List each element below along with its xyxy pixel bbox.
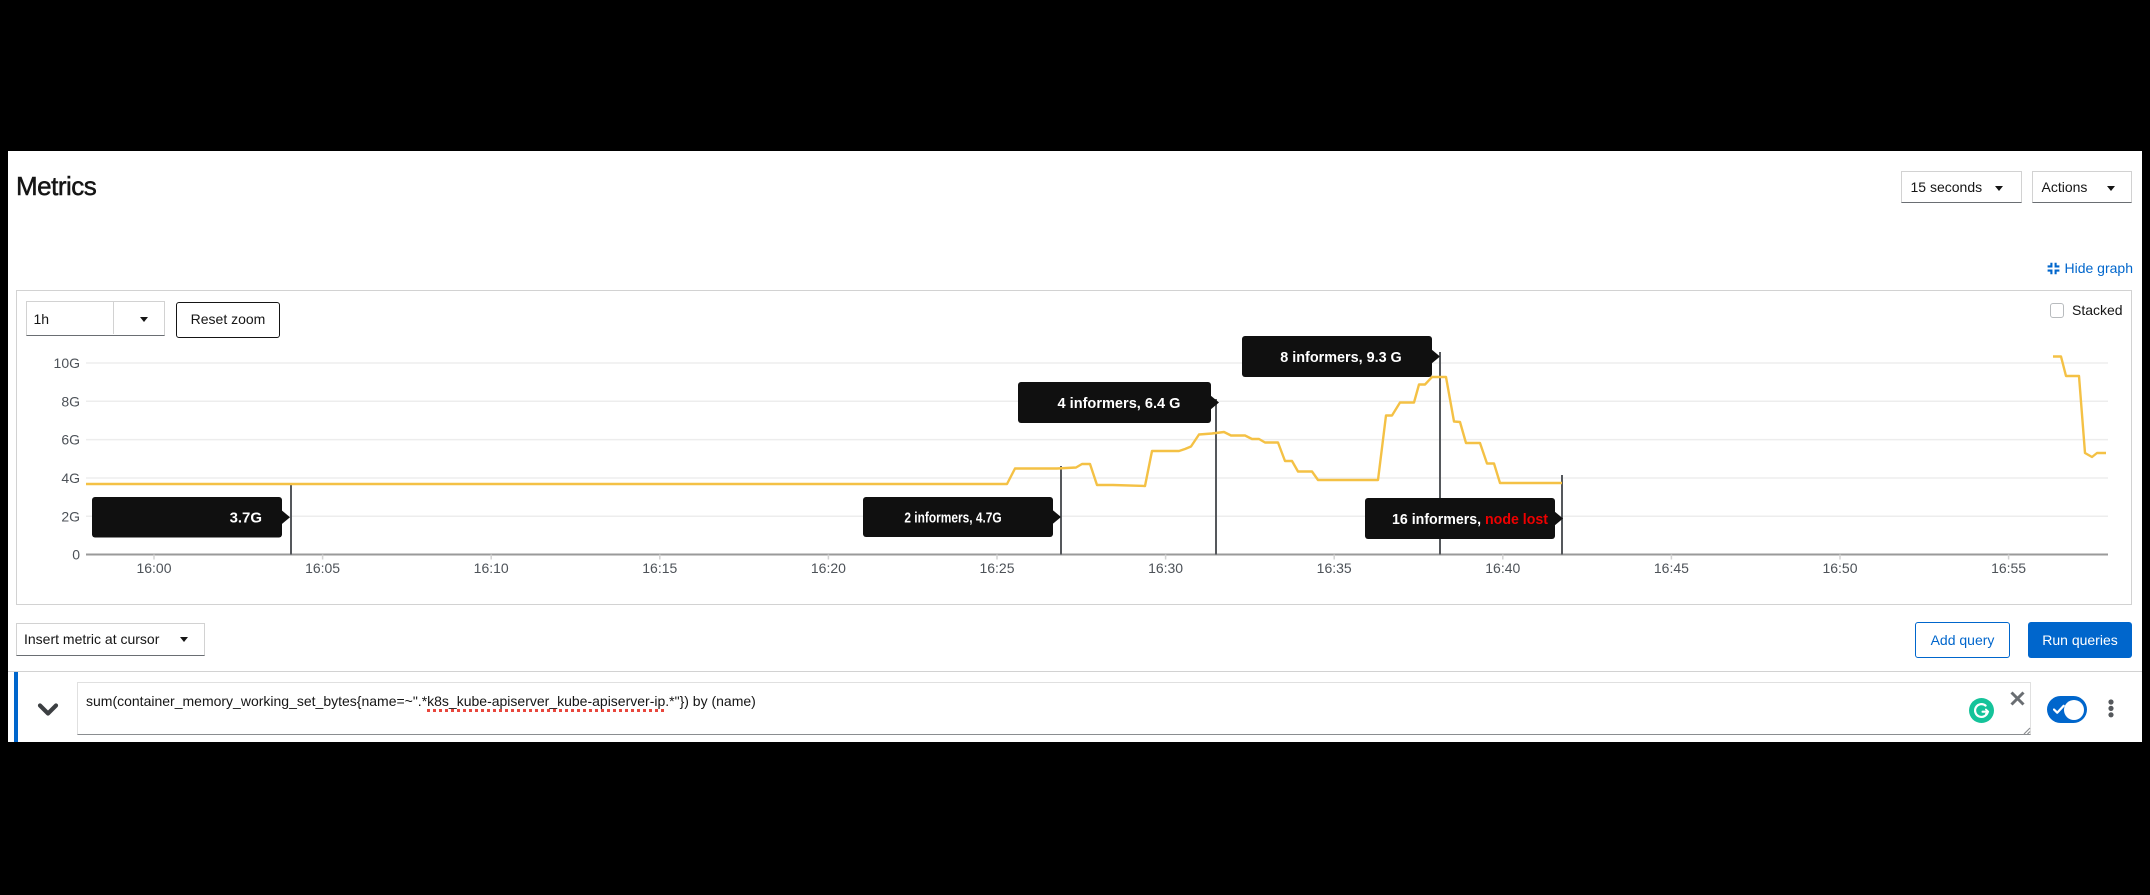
svg-text:16:15: 16:15 bbox=[642, 560, 677, 576]
svg-text:0: 0 bbox=[72, 547, 80, 563]
svg-text:2G: 2G bbox=[61, 508, 80, 524]
svg-text:16:35: 16:35 bbox=[1317, 560, 1352, 576]
svg-text:2 informers, 4.7G: 2 informers, 4.7G bbox=[904, 509, 1001, 526]
svg-text:8 informers, 9.3 G: 8 informers, 9.3 G bbox=[1280, 349, 1402, 366]
svg-text:16 informers,: 16 informers, bbox=[1392, 511, 1485, 528]
svg-text:16:55: 16:55 bbox=[1991, 560, 2026, 576]
svg-text:4G: 4G bbox=[61, 470, 80, 486]
svg-text:16:45: 16:45 bbox=[1654, 560, 1689, 576]
svg-text:10G: 10G bbox=[54, 355, 80, 371]
svg-text:16:05: 16:05 bbox=[305, 560, 340, 576]
svg-text:16:40: 16:40 bbox=[1485, 560, 1520, 576]
svg-text:16:10: 16:10 bbox=[474, 560, 509, 576]
svg-text:6G: 6G bbox=[61, 432, 80, 448]
svg-text:16:30: 16:30 bbox=[1148, 560, 1183, 576]
svg-text:3.7G: 3.7G bbox=[230, 510, 262, 527]
svg-text:16:50: 16:50 bbox=[1822, 560, 1857, 576]
svg-text:16:00: 16:00 bbox=[136, 560, 171, 576]
svg-text:16:25: 16:25 bbox=[979, 560, 1014, 576]
svg-text:4 informers, 6.4 G: 4 informers, 6.4 G bbox=[1058, 395, 1181, 412]
svg-text:node lost: node lost bbox=[1485, 511, 1548, 528]
svg-text:8G: 8G bbox=[61, 393, 80, 409]
svg-text:16:20: 16:20 bbox=[811, 560, 846, 576]
